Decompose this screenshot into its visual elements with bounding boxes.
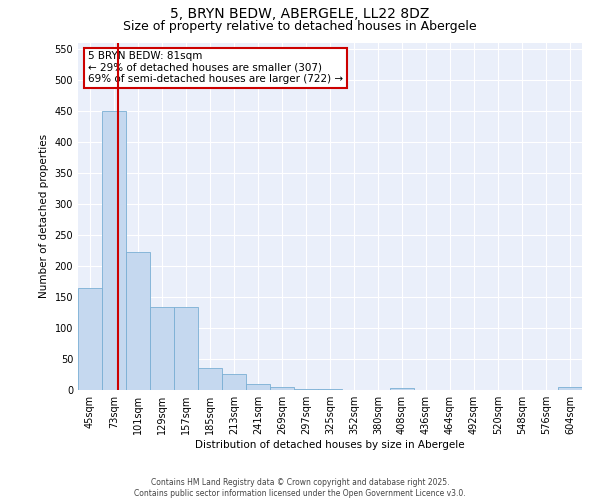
- Bar: [198, 368, 222, 390]
- Bar: [222, 374, 246, 390]
- Y-axis label: Number of detached properties: Number of detached properties: [39, 134, 49, 298]
- Bar: [558, 387, 582, 390]
- Bar: [102, 111, 126, 390]
- Bar: [390, 388, 414, 390]
- Bar: [78, 288, 102, 390]
- Bar: [150, 308, 174, 390]
- Bar: [246, 384, 270, 390]
- Bar: [294, 389, 318, 390]
- Bar: [174, 308, 198, 390]
- Text: Size of property relative to detached houses in Abergele: Size of property relative to detached ho…: [123, 20, 477, 33]
- Text: 5, BRYN BEDW, ABERGELE, LL22 8DZ: 5, BRYN BEDW, ABERGELE, LL22 8DZ: [170, 8, 430, 22]
- Text: 5 BRYN BEDW: 81sqm
← 29% of detached houses are smaller (307)
69% of semi-detach: 5 BRYN BEDW: 81sqm ← 29% of detached hou…: [88, 51, 343, 84]
- Bar: [126, 252, 150, 390]
- Bar: [270, 387, 294, 390]
- X-axis label: Distribution of detached houses by size in Abergele: Distribution of detached houses by size …: [195, 440, 465, 450]
- Text: Contains HM Land Registry data © Crown copyright and database right 2025.
Contai: Contains HM Land Registry data © Crown c…: [134, 478, 466, 498]
